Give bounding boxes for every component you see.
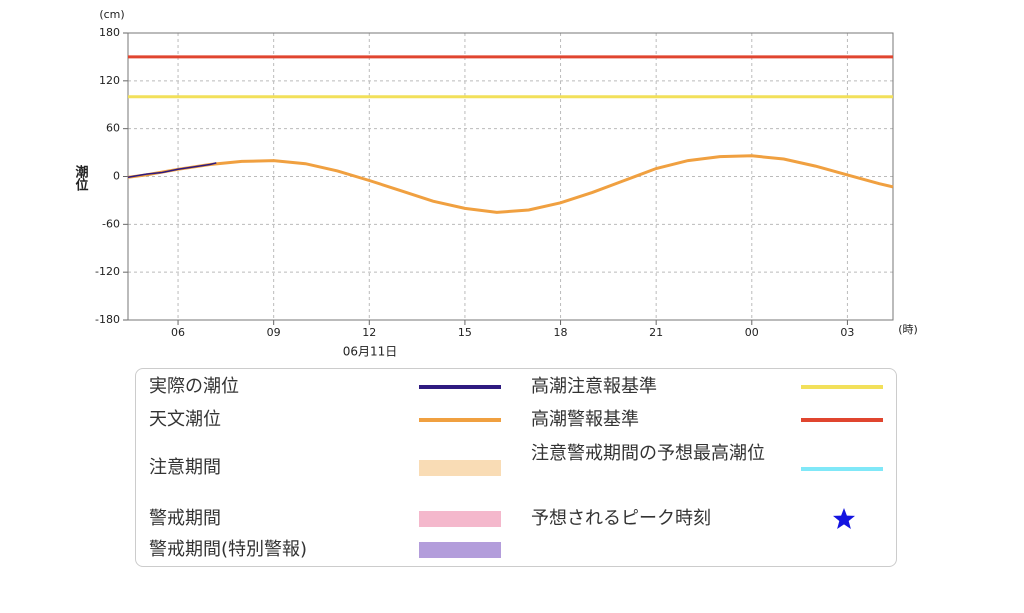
x-tick-label: 03 [840, 326, 854, 339]
x-tick-label: 21 [649, 326, 663, 339]
y-tick-label: -60 [102, 217, 120, 230]
legend-swatch [419, 542, 501, 558]
x-unit: (時) [898, 323, 918, 336]
date-label: 06月11日 [343, 345, 398, 359]
series-line [127, 154, 894, 214]
legend-label: 注意期間 [149, 457, 221, 478]
legend-label: 警戒期間 [149, 508, 221, 529]
legend-label: 高潮警報基準 [531, 409, 639, 430]
y-tick-label: -180 [95, 313, 120, 326]
legend-swatch [801, 467, 883, 471]
legend-label: 高潮注意報基準 [531, 376, 657, 397]
x-tick-label: 18 [554, 326, 568, 339]
y-tick-label: 120 [99, 74, 120, 87]
star-icon [833, 508, 855, 529]
y-tick-label: 180 [99, 26, 120, 39]
legend-star [833, 508, 855, 529]
x-tick-label: 12 [362, 326, 376, 339]
y-tick-label: 0 [113, 170, 120, 183]
x-tick-label: 09 [267, 326, 281, 339]
y-tick-label: -120 [95, 265, 120, 278]
legend-label: 注意警戒期間の予想最高潮位 [531, 443, 765, 464]
legend-swatch [419, 385, 501, 389]
legend-swatch [801, 385, 883, 389]
y-unit: (cm) [99, 8, 124, 21]
x-tick-label: 00 [745, 326, 759, 339]
legend-label: 天文潮位 [149, 409, 221, 430]
series-line [127, 162, 217, 179]
legend-swatch [419, 511, 501, 527]
legend-swatch [801, 418, 883, 422]
chart: (cm) (時) 06月11日 潮位 -180-120-600601201800… [73, 8, 918, 359]
y-tick-label: 60 [106, 122, 120, 135]
legend-label: 警戒期間(特別警報) [149, 539, 308, 560]
y-axis-label: 潮位 [73, 164, 89, 192]
x-tick-label: 06 [171, 326, 185, 339]
legend-swatch [419, 418, 501, 422]
legend-label: 予想されるピーク時刻 [531, 508, 711, 529]
legend-label: 実際の潮位 [149, 376, 239, 397]
x-tick-label: 15 [458, 326, 472, 339]
legend-swatch [419, 460, 501, 476]
legend: 実際の潮位天文潮位注意期間警戒期間警戒期間(特別警報) 高潮注意報基準 高潮警報基準… [135, 368, 897, 567]
